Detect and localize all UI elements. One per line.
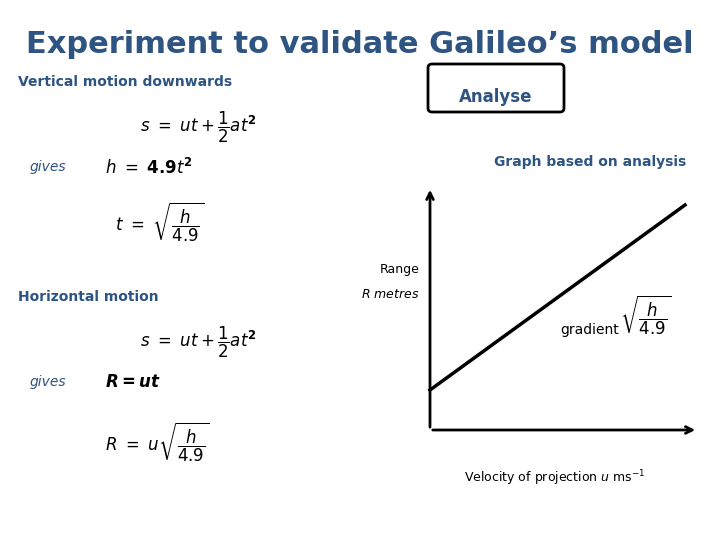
Text: $R \ = \ u\sqrt{\dfrac{h}{4.9}}$: $R \ = \ u\sqrt{\dfrac{h}{4.9}}$ (105, 420, 210, 463)
Text: Range: Range (380, 264, 420, 276)
Text: $s \ = \ ut + \dfrac{1}{2}at^{\mathbf{2}}$: $s \ = \ ut + \dfrac{1}{2}at^{\mathbf{2}… (140, 110, 257, 145)
FancyBboxPatch shape (428, 64, 564, 112)
Text: $t \ = \ \sqrt{\dfrac{h}{4.9}}$: $t \ = \ \sqrt{\dfrac{h}{4.9}}$ (115, 200, 204, 244)
Text: Velocity of projection $u$ ms$^{-1}$: Velocity of projection $u$ ms$^{-1}$ (464, 468, 646, 488)
Text: Experiment to validate Galileo’s model: Experiment to validate Galileo’s model (26, 30, 694, 59)
Text: $s \ = \ ut + \dfrac{1}{2}at^{\mathbf{2}}$: $s \ = \ ut + \dfrac{1}{2}at^{\mathbf{2}… (140, 325, 257, 360)
Text: $h \ = \ \mathbf{4.9}t^{\mathbf{2}}$: $h \ = \ \mathbf{4.9}t^{\mathbf{2}}$ (105, 158, 193, 178)
Text: gradient: gradient (560, 323, 618, 337)
Text: Graph based on analysis: Graph based on analysis (494, 155, 686, 169)
Text: Horizontal motion: Horizontal motion (18, 290, 158, 304)
Text: $R$ metres: $R$ metres (361, 288, 420, 301)
Text: Vertical motion downwards: Vertical motion downwards (18, 75, 232, 89)
Text: $\boldsymbol{R = ut}$: $\boldsymbol{R = ut}$ (105, 373, 161, 391)
Text: Analyse: Analyse (459, 88, 533, 106)
Text: $\sqrt{\dfrac{h}{4.9}}$: $\sqrt{\dfrac{h}{4.9}}$ (620, 293, 672, 337)
Text: gives: gives (30, 160, 67, 174)
Text: gives: gives (30, 375, 67, 389)
